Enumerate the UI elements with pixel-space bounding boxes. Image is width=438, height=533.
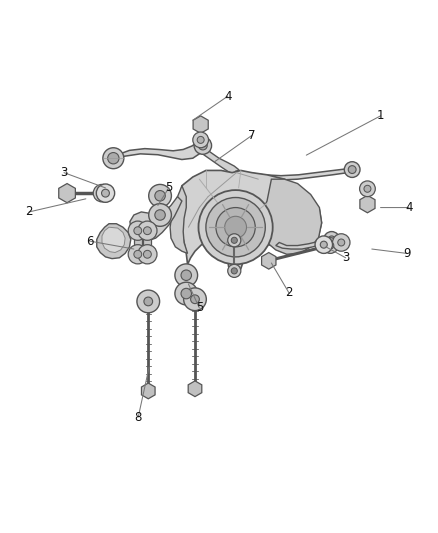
Circle shape xyxy=(328,236,335,243)
Polygon shape xyxy=(180,171,321,272)
Polygon shape xyxy=(197,146,239,175)
Polygon shape xyxy=(276,236,333,249)
Circle shape xyxy=(108,152,119,164)
Polygon shape xyxy=(97,224,131,259)
Circle shape xyxy=(138,245,157,264)
Circle shape xyxy=(98,189,106,197)
Circle shape xyxy=(103,148,124,169)
Text: 8: 8 xyxy=(134,410,142,424)
Circle shape xyxy=(315,236,332,253)
Circle shape xyxy=(128,245,148,264)
Text: 2: 2 xyxy=(285,286,293,299)
Circle shape xyxy=(320,241,327,248)
Text: 3: 3 xyxy=(342,251,349,264)
Circle shape xyxy=(332,234,350,251)
Circle shape xyxy=(144,297,152,306)
Polygon shape xyxy=(259,179,321,254)
Circle shape xyxy=(134,227,142,235)
Polygon shape xyxy=(234,168,354,180)
Circle shape xyxy=(338,239,345,246)
Polygon shape xyxy=(130,197,182,240)
Circle shape xyxy=(93,184,111,202)
Circle shape xyxy=(144,227,151,235)
Circle shape xyxy=(128,221,148,240)
Circle shape xyxy=(198,190,273,264)
Polygon shape xyxy=(193,116,208,133)
Circle shape xyxy=(149,184,171,207)
Circle shape xyxy=(197,136,204,143)
Circle shape xyxy=(181,288,191,299)
Polygon shape xyxy=(170,185,187,253)
Circle shape xyxy=(96,184,115,203)
Circle shape xyxy=(155,190,165,201)
FancyBboxPatch shape xyxy=(134,231,142,253)
Circle shape xyxy=(184,288,206,311)
Text: 9: 9 xyxy=(403,247,410,260)
Circle shape xyxy=(228,234,241,247)
Text: 4: 4 xyxy=(224,90,231,103)
Polygon shape xyxy=(59,183,75,203)
Circle shape xyxy=(181,270,191,280)
Circle shape xyxy=(324,231,339,247)
Polygon shape xyxy=(360,195,375,213)
Text: 3: 3 xyxy=(60,166,68,179)
Text: 5: 5 xyxy=(196,302,203,314)
Text: 6: 6 xyxy=(86,235,94,248)
Circle shape xyxy=(216,207,255,247)
Text: 4: 4 xyxy=(405,201,413,214)
Circle shape xyxy=(198,141,207,150)
Circle shape xyxy=(175,282,198,305)
Circle shape xyxy=(225,216,247,238)
Circle shape xyxy=(327,242,334,249)
Circle shape xyxy=(360,181,375,197)
Circle shape xyxy=(155,210,165,220)
Polygon shape xyxy=(111,141,207,161)
Circle shape xyxy=(231,268,237,274)
Text: 5: 5 xyxy=(165,181,173,195)
Circle shape xyxy=(364,185,371,192)
Text: 1: 1 xyxy=(377,109,384,123)
Polygon shape xyxy=(141,383,155,399)
Circle shape xyxy=(149,204,171,227)
Circle shape xyxy=(175,264,198,287)
Circle shape xyxy=(191,295,199,304)
Circle shape xyxy=(102,189,110,197)
Circle shape xyxy=(344,161,360,177)
Polygon shape xyxy=(188,381,202,397)
Circle shape xyxy=(348,166,356,174)
Circle shape xyxy=(194,137,212,154)
Circle shape xyxy=(231,237,237,244)
Polygon shape xyxy=(261,253,276,269)
Circle shape xyxy=(144,251,151,258)
Circle shape xyxy=(193,132,208,148)
Circle shape xyxy=(228,264,241,277)
Text: 7: 7 xyxy=(248,129,255,142)
FancyBboxPatch shape xyxy=(144,231,151,253)
Circle shape xyxy=(138,221,157,240)
Circle shape xyxy=(134,251,142,258)
Polygon shape xyxy=(102,227,125,253)
Circle shape xyxy=(206,198,265,257)
Circle shape xyxy=(137,290,159,313)
Text: 2: 2 xyxy=(25,205,33,219)
Circle shape xyxy=(322,238,338,253)
